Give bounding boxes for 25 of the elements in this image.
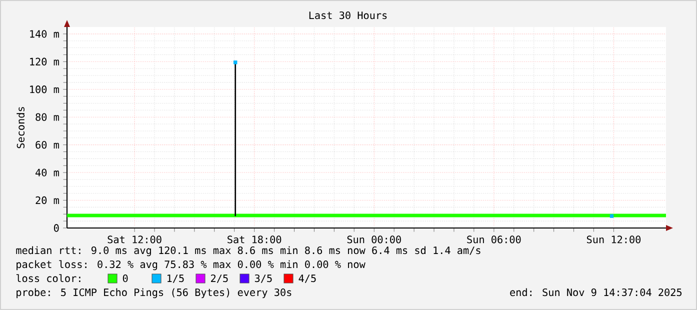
y-tick-label: 80 m: [36, 113, 59, 121]
y-tick-label: 20 m: [36, 196, 59, 204]
y-tick-label: 60 m: [36, 140, 59, 149]
y-tick-label: 0: [54, 224, 59, 232]
y-tick-label: 40 m: [36, 168, 59, 176]
x-tick-label: Sun 00:00: [347, 236, 401, 244]
y-axis-title: Seconds: [16, 107, 25, 148]
x-tick-label: Sun 06:00: [467, 236, 521, 244]
legend-label: 1/5: [167, 274, 184, 283]
y-tick-label: 140 m: [30, 30, 59, 38]
text: median rtt: 9.0 ms avg 120.1 ms max 8.6 ms min 8.6 ms now 6.4 ms sd 1.4 am/s: [16, 246, 480, 256]
legend-label: 4/5: [298, 274, 316, 283]
x-tick-label: Sat 18:00: [228, 236, 282, 244]
text: probe: 5 ICMP Echo Pings (56 Bytes) every 30s: [16, 288, 292, 298]
chart-title: Last 30 Hours: [309, 11, 387, 20]
y-tick-label: 100 m: [30, 86, 59, 94]
x-tick-label: Sat 12:00: [108, 236, 162, 244]
x-tick-label: Sun 12:00: [586, 236, 641, 244]
legend-title: loss color:: [16, 274, 80, 282]
legend-label: 0: [122, 274, 128, 282]
y-tick-label: 120 m: [30, 58, 59, 66]
legend-label: 3/5: [254, 274, 272, 283]
legend-label: 2/5: [211, 274, 228, 283]
text: end: Sun Nov 9 14:37:04 2025: [510, 288, 682, 296]
text: packet loss: 0.32 % avg 75.83 % max 0.00 % min 0.00 % now: [16, 260, 366, 270]
